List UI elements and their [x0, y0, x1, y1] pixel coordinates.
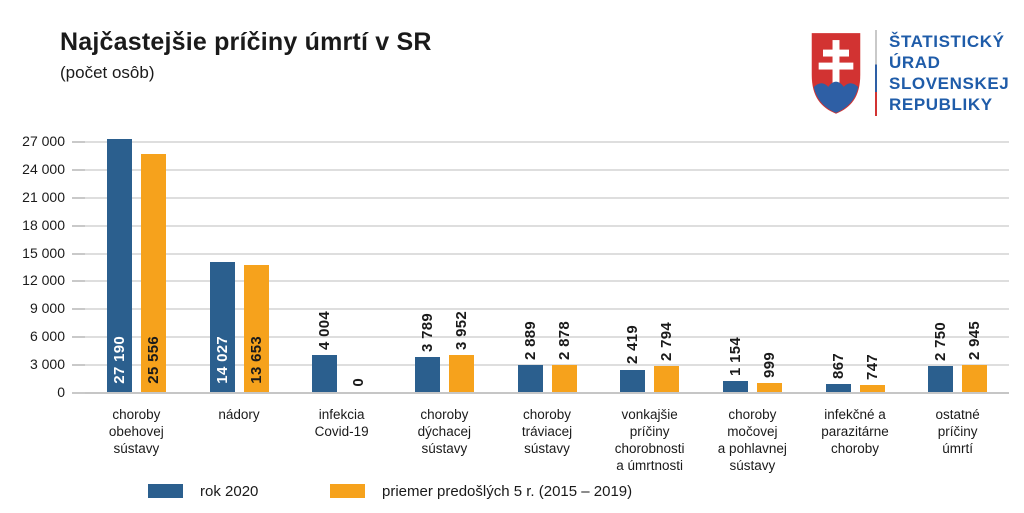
- y-tick-label: 0: [57, 384, 65, 400]
- bar-value-label: 4 004: [316, 310, 334, 350]
- bar-value-label: 0: [350, 378, 368, 387]
- gridline: [85, 364, 1009, 367]
- bar-value-label: 2 889: [521, 321, 539, 361]
- category-label: nádory: [218, 407, 260, 422]
- logo-org-name-line: SLOVENSKEJ: [889, 74, 1010, 93]
- logo-org-name-line: ÚRAD: [889, 53, 941, 72]
- slovak-coat-of-arms-icon: [811, 33, 861, 114]
- y-axis-tick: [72, 252, 85, 255]
- bar: [654, 366, 680, 392]
- title-block: Najčastejšie príčiny úmrtí v SR (počet o…: [60, 28, 432, 83]
- bar: [243, 265, 269, 392]
- y-axis-tick: [72, 392, 85, 394]
- bar-value-label: 14 027: [213, 336, 231, 384]
- y-tick-label: 3 000: [29, 356, 65, 373]
- page-subtitle: (počet osôb): [60, 63, 155, 82]
- category-label: infekcia Covid-19: [314, 407, 369, 439]
- y-tick-label: 9 000: [29, 300, 65, 317]
- y-tick-label: 15 000: [22, 244, 65, 261]
- bar: [312, 354, 338, 392]
- statistical-office-logo: ŠTATISTICKÝ ÚRAD SLOVENSKEJ REPUBLIKY: [810, 30, 1009, 116]
- bar-value-label: 13 653: [247, 336, 265, 384]
- bar: [620, 369, 646, 392]
- y-tick-label: 18 000: [22, 216, 65, 233]
- bar: [140, 154, 166, 392]
- logo-tricolor-divider: [875, 30, 877, 116]
- bar: [928, 366, 954, 392]
- gridline: [85, 224, 1009, 227]
- bar-value-label: 2 419: [624, 325, 642, 365]
- bar: [517, 365, 543, 392]
- legend-item-rok-2020: rok 2020: [148, 482, 259, 500]
- bar: [106, 139, 132, 392]
- y-axis-tick: [72, 280, 85, 283]
- y-tick-label: 27 000: [22, 133, 65, 149]
- category-label: infekčné a parazitárne choroby: [821, 407, 889, 456]
- gridline: [85, 308, 1009, 311]
- legend-label: rok 2020: [200, 482, 259, 500]
- y-axis-tick: [72, 196, 85, 199]
- category-label: choroby močovej a pohlavnej sústavy: [717, 407, 787, 473]
- category-label: choroby obehovej sústavy: [108, 407, 164, 456]
- y-tick-label: 24 000: [22, 160, 65, 177]
- y-tick-label: 21 000: [22, 188, 65, 205]
- bar: [414, 356, 440, 392]
- plot-area: 0 3 000 6 000 9 000 12 000 15 000 18 000 21 000…: [22, 130, 1009, 473]
- logo-org-name-line: REPUBLIKY: [889, 95, 993, 114]
- bar: [722, 381, 748, 392]
- bar-value-label: 999: [760, 351, 778, 378]
- gridline: [85, 168, 1009, 171]
- y-axis-tick: [72, 224, 85, 227]
- gridline: [85, 336, 1009, 339]
- bar-value-label: 3 789: [418, 312, 436, 352]
- bar: [962, 364, 988, 392]
- legend-item-priemer: priemer predošlých 5 r. (2015 – 2019): [330, 482, 633, 500]
- gridline: [85, 252, 1009, 255]
- y-axis-tick: [72, 308, 85, 311]
- gridline: [85, 280, 1009, 283]
- gridline: [85, 196, 1009, 199]
- y-axis-tick: [72, 141, 85, 143]
- legend-swatch-orange: [330, 484, 365, 498]
- bar: [209, 261, 235, 392]
- page-title: Najčastejšie príčiny úmrtí v SR: [60, 28, 432, 56]
- legend-label: priemer predošlých 5 r. (2015 – 2019): [382, 482, 633, 500]
- category-label: choroby dýchacej sústavy: [417, 407, 471, 456]
- logo-org-name: ŠTATISTICKÝ ÚRAD SLOVENSKEJ REPUBLIKY: [889, 30, 1009, 115]
- bar: [551, 365, 577, 392]
- gridline: [85, 141, 1009, 143]
- y-tick-label: 12 000: [22, 272, 65, 289]
- bar-value-label: 2 794: [658, 321, 676, 362]
- bar-value-label: 2 945: [966, 320, 984, 360]
- logo-org-name-line: ŠTATISTICKÝ: [889, 32, 1005, 51]
- y-tick-label: 6 000: [29, 328, 65, 345]
- bar-value-label: 867: [829, 353, 847, 379]
- gridline: [85, 392, 1009, 394]
- bar-value-label: 1 154: [726, 337, 744, 377]
- y-axis-tick: [72, 336, 85, 339]
- legend-swatch-blue: [148, 484, 183, 498]
- y-axis-tick: [72, 168, 85, 171]
- bar-value-label: 747: [863, 354, 881, 381]
- bar: [756, 382, 782, 392]
- y-axis-tick: [72, 364, 85, 367]
- bar: [448, 355, 474, 392]
- bar-value-label: 27 190: [110, 336, 128, 384]
- bar: [859, 385, 885, 392]
- category-label: vonkajšie príčiny chorobnosti a úmrtnosti: [614, 407, 685, 473]
- bar-value-label: 2 878: [555, 321, 573, 361]
- category-label: ostatné príčiny úmrtí: [935, 407, 980, 456]
- category-label: choroby tráviacej sústavy: [521, 407, 573, 456]
- bar-value-label: 25 556: [144, 336, 162, 384]
- bar-value-label: 2 750: [932, 322, 950, 362]
- bar-value-label: 3 952: [452, 311, 470, 351]
- bar: [825, 383, 851, 392]
